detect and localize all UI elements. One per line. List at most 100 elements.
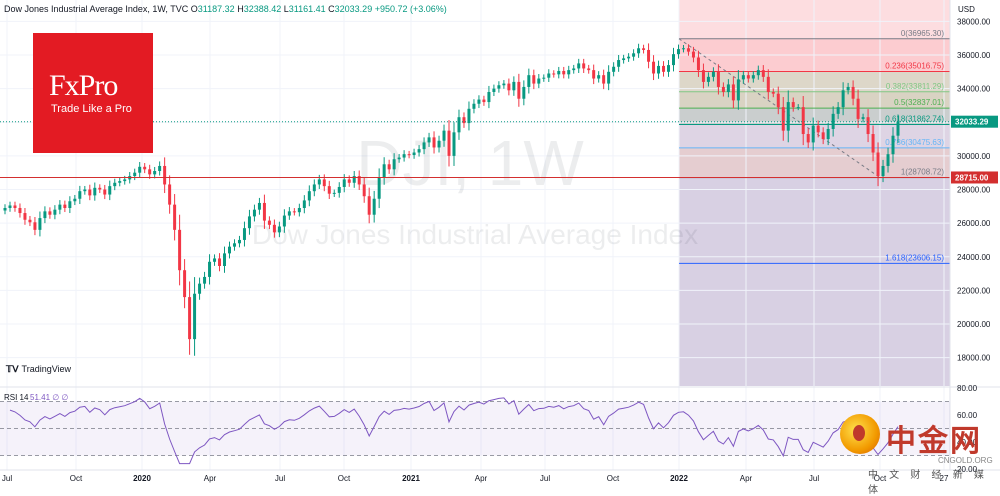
candle-body	[103, 189, 107, 195]
rsi-axis-label: 40.00	[957, 438, 978, 447]
candle-body	[93, 187, 97, 196]
close-label: C	[328, 4, 335, 14]
low-label: L	[283, 4, 289, 14]
candle-body	[627, 56, 631, 59]
x-tick-label: Oct	[338, 474, 351, 483]
candle-body	[113, 182, 117, 187]
candle-body	[836, 107, 840, 114]
candle-body	[826, 128, 830, 140]
candle-body	[297, 207, 301, 213]
candle-body	[761, 70, 765, 77]
candle-body	[188, 297, 192, 340]
candle-body	[736, 79, 740, 101]
x-tick-label: 2020	[133, 474, 151, 483]
chart-canvas[interactable]: DJI, 1W Dow Jones Industrial Average Inde…	[0, 0, 1000, 486]
candle-body	[776, 93, 780, 108]
candle-body	[497, 85, 501, 89]
fib-label-0.618: 0.618(31862.74)	[885, 115, 944, 124]
x-tick-label: Jul	[540, 474, 550, 483]
candle-body	[163, 165, 167, 185]
fib-label-0.236: 0.236(35016.75)	[885, 62, 944, 71]
candle-body	[457, 117, 461, 133]
candle-body	[517, 81, 521, 99]
candle-body	[53, 209, 57, 215]
cngold-logo: 中金网 CNGOLD.ORG 中 文 财 经 新 媒 体	[834, 408, 994, 496]
candle-body	[507, 83, 511, 91]
candle-body	[592, 70, 596, 79]
candle-body	[766, 76, 770, 92]
candle-body	[242, 228, 246, 240]
close-value: 32033.29	[334, 4, 373, 14]
candle-body	[831, 113, 835, 129]
chart-legend: Dow Jones Industrial Average Index, 1W, …	[4, 4, 447, 14]
candle-body	[642, 48, 646, 50]
candle-body	[477, 99, 481, 104]
candle-body	[252, 209, 256, 217]
candle-body	[173, 204, 177, 230]
candle-body	[632, 53, 636, 57]
candle-body	[153, 171, 157, 175]
rsi-axis-label: 60.00	[957, 411, 978, 420]
candle-body	[437, 140, 441, 148]
high-value: 32388.42	[243, 4, 282, 14]
cngold-tagline: 中 文 财 经 新 媒 体	[868, 470, 988, 496]
candle-body	[806, 134, 810, 143]
candle-body	[801, 107, 805, 135]
y-tick-label: 28000.00	[957, 186, 991, 195]
candle-body	[811, 125, 815, 143]
price-tag-label: 32033.29	[955, 118, 989, 127]
candle-body	[193, 293, 197, 340]
symbol-title: Dow Jones Industrial Average Index, 1W, …	[4, 4, 189, 14]
x-tick-label: Oct	[607, 474, 620, 483]
candle-body	[392, 159, 396, 170]
candle-body	[871, 134, 875, 153]
candle-body	[617, 60, 621, 67]
candle-body	[327, 186, 331, 194]
candle-body	[123, 179, 127, 182]
candle-body	[567, 70, 571, 75]
candle-body	[647, 49, 651, 62]
candle-body	[203, 276, 207, 284]
candle-body	[292, 211, 296, 213]
x-tick-label: Jul	[809, 474, 819, 483]
y-tick-label: 36000.00	[957, 51, 991, 60]
change-value: +950.72 (+3.06%)	[374, 4, 447, 14]
candle-body	[657, 65, 661, 74]
candle-body	[881, 165, 885, 177]
tradingview-icon: 𝕋ᐯ	[6, 364, 19, 374]
candle-body	[686, 48, 690, 52]
candle-body	[577, 63, 581, 69]
candle-body	[372, 198, 376, 215]
candle-body	[472, 103, 476, 109]
low-value: 31161.41	[288, 4, 326, 14]
y-tick-label: 20000.00	[957, 320, 991, 329]
candle-body	[48, 211, 52, 215]
candle-body	[387, 164, 391, 170]
candle-body	[756, 70, 760, 76]
watermark-symbol: DJI, 1W	[356, 127, 584, 199]
candle-body	[232, 243, 236, 247]
candle-body	[337, 186, 341, 193]
open-value: 31187.32	[197, 4, 235, 14]
candle-body	[781, 107, 785, 131]
candle-body	[83, 189, 87, 192]
x-tick-label: Jul	[2, 474, 12, 483]
rsi-legend: RSI 14	[4, 393, 29, 402]
cngold-domain: CNGOLD.ORG	[938, 456, 993, 465]
candle-body	[462, 117, 466, 124]
candle-body	[223, 253, 227, 266]
candle-body	[607, 71, 611, 84]
fib-label-0: 0(36965.30)	[901, 29, 944, 38]
rsi-line	[9, 397, 899, 465]
candle-body	[597, 75, 601, 79]
candle-body	[63, 204, 67, 208]
candle-body	[452, 132, 456, 156]
candle-body	[412, 152, 416, 156]
candle-body	[587, 68, 591, 71]
x-tick-label: 27	[940, 474, 949, 483]
candle-body	[28, 219, 32, 223]
candle-body	[247, 216, 251, 229]
candle-body	[662, 65, 666, 72]
candle-body	[143, 166, 147, 170]
x-tick-label: 2022	[670, 474, 688, 483]
